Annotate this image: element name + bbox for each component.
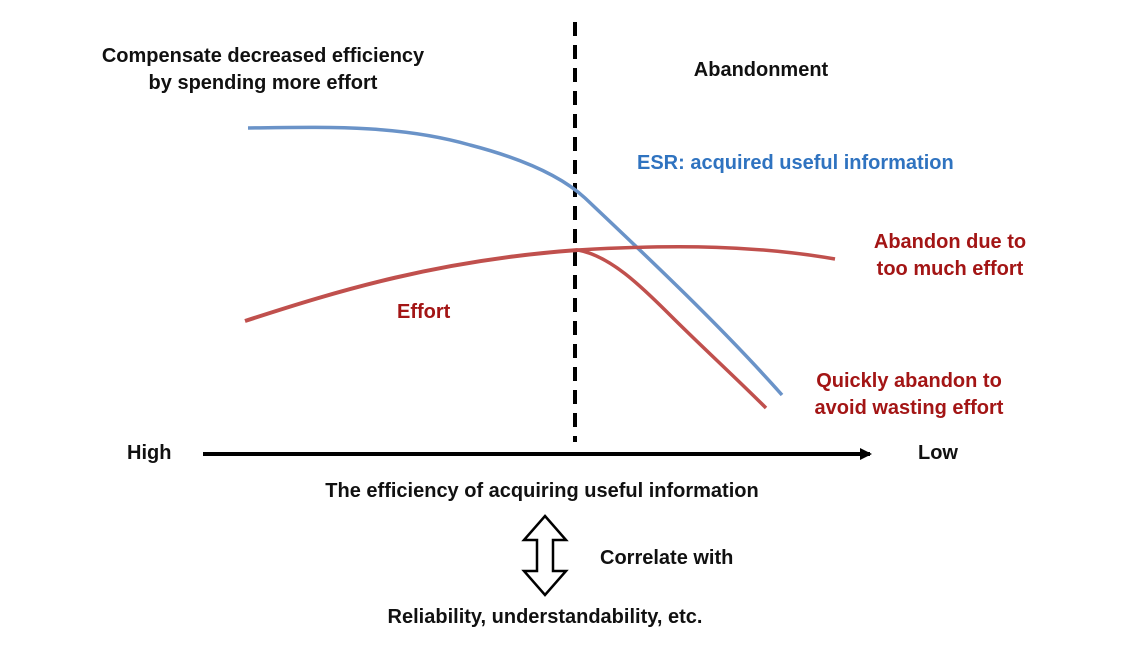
abandonment-label: Abandonment — [693, 59, 829, 81]
left-region-label-line1: Compensate decreased efficiency — [101, 45, 425, 67]
esr-curve — [247, 125, 784, 397]
left-region-label: Compensate decreased efficiency by spend… — [102, 43, 424, 97]
effort-curve-too-much-effort — [577, 245, 836, 261]
correlate-label: Correlate with — [600, 547, 734, 569]
abandon-effort-label-line1: Abandon due to — [873, 231, 1027, 253]
axis-high-label: High — [127, 442, 172, 464]
correlation-double-arrow — [521, 514, 569, 597]
quick-abandon-label-line1: Quickly abandon to — [816, 370, 1002, 392]
abandon-effort-label-line2: too much effort — [876, 258, 1024, 280]
abandon-effort-label: Abandon due to too much effort — [874, 229, 1026, 283]
left-region-label-line2: by spending more effort — [148, 72, 378, 94]
effort-curve-quick-abandon — [577, 248, 768, 410]
quick-abandon-label-line2: avoid wasting effort — [814, 397, 1004, 419]
quick-abandon-label: Quickly abandon to avoid wasting effort — [815, 368, 1004, 422]
axis-low-label: Low — [918, 442, 958, 464]
esr-curve-label: ESR: acquired useful information — [637, 152, 954, 174]
axis-title: The efficiency of acquiring useful infor… — [325, 480, 759, 502]
effort-curve — [244, 248, 579, 323]
correlate-target-label: Reliability, understandability, etc. — [387, 606, 703, 628]
effort-curve-label: Effort — [397, 301, 451, 323]
